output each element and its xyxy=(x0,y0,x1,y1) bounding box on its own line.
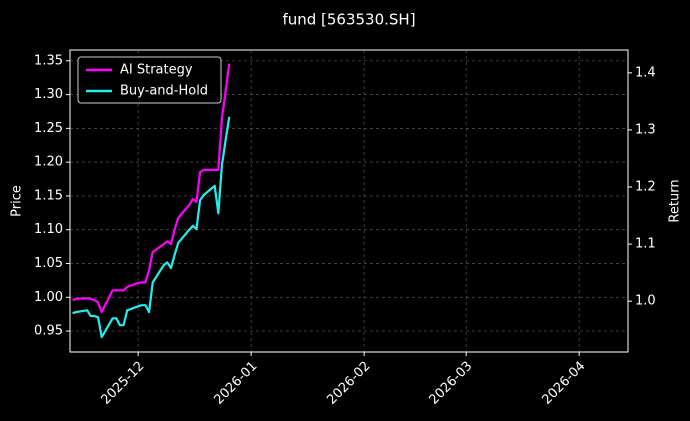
y-tick-label: 1.00 xyxy=(34,290,63,305)
y2-tick-label: 1.2 xyxy=(635,180,656,195)
x-tick-label: 2026-04 xyxy=(539,359,588,408)
y2-tick-label: 1.1 xyxy=(635,237,656,252)
y-tick-label: 1.15 xyxy=(34,188,63,203)
y-tick-label: 1.20 xyxy=(34,155,63,170)
line-series xyxy=(72,116,231,339)
y-tick-label: 1.10 xyxy=(34,222,63,237)
x-tick-label: 2026-01 xyxy=(211,359,260,408)
y2-axis-label: Return xyxy=(668,179,683,222)
y2-tick-label: 1.3 xyxy=(635,122,656,137)
legend-label: Buy-and-Hold xyxy=(120,84,208,99)
x-tick-label: 2026-02 xyxy=(324,359,373,408)
legend-label: AI Strategy xyxy=(120,63,193,78)
y-tick-label: 0.95 xyxy=(34,324,63,339)
y-tick-label: 1.05 xyxy=(34,256,63,271)
y-tick-label: 1.35 xyxy=(34,53,63,68)
x-tick-label: 2026-03 xyxy=(426,359,475,408)
y-tick-label: 1.30 xyxy=(34,87,63,102)
plot-frame xyxy=(69,49,629,353)
y-axis-label: Price xyxy=(10,185,25,217)
y-tick-label: 1.25 xyxy=(34,121,63,136)
x-tick-label: 2025-12 xyxy=(98,359,147,408)
line-series xyxy=(72,63,231,314)
y2-tick-label: 1.4 xyxy=(635,65,656,80)
legend-box xyxy=(77,56,222,104)
y2-tick-label: 1.0 xyxy=(635,294,656,309)
chart-title: fund [563530.SH] xyxy=(282,11,415,29)
